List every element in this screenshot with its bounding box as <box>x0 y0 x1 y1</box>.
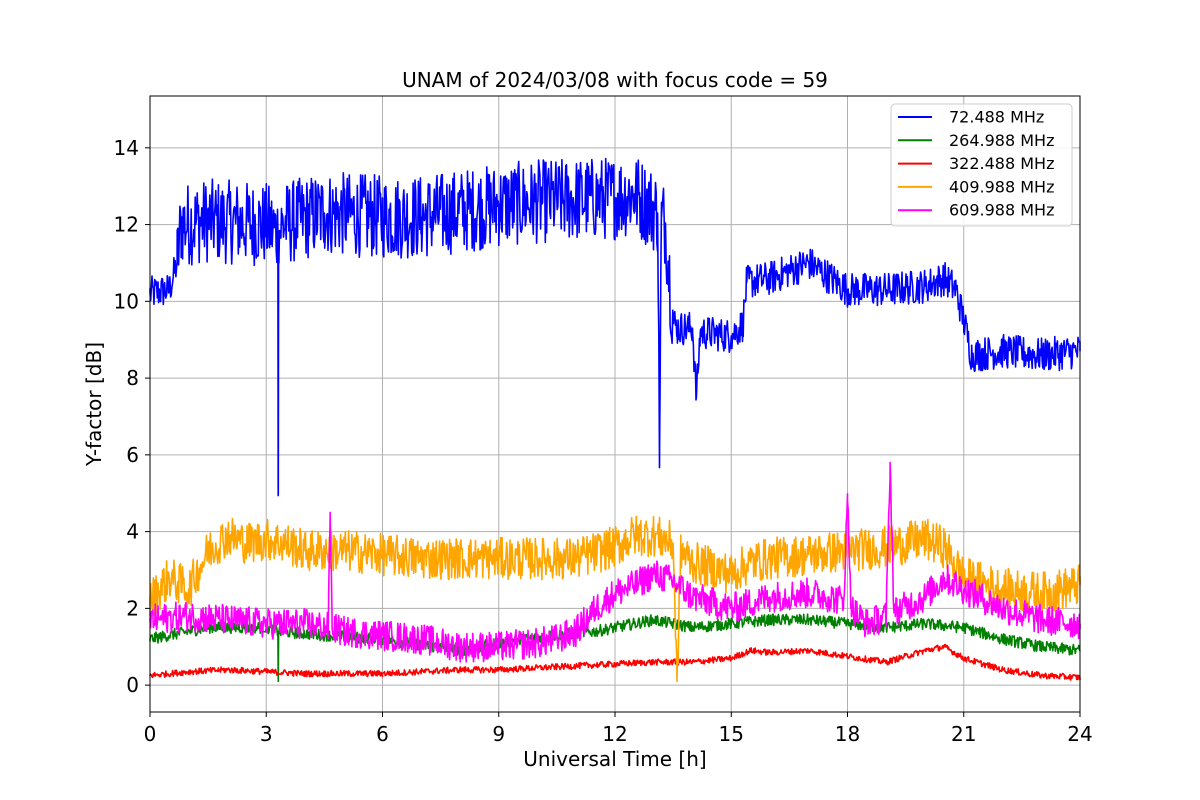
x-tick-label: 6 <box>376 722 389 746</box>
legend: 72.488 MHz 264.988 MHz 322.488 MHz 409.988 … <box>890 103 1073 227</box>
y-axis-label: Y-factor [dB] <box>82 342 106 467</box>
y-tick-label: 4 <box>126 520 139 544</box>
series-line-5 <box>149 461 1081 663</box>
series-lines <box>149 157 1081 683</box>
series-line-3 <box>149 643 1081 681</box>
series-line-1 <box>149 157 1081 497</box>
x-tick-label: 0 <box>144 722 157 746</box>
legend-label: 72.488 MHz <box>949 108 1044 127</box>
x-tick-label: 21 <box>951 722 976 746</box>
chart-title: UNAM of 2024/03/08 with focus code = 59 <box>402 68 828 92</box>
y-tick-label: 12 <box>114 213 139 237</box>
legend-label: 609.988 MHz <box>949 201 1054 220</box>
x-axis-label: Universal Time [h] <box>523 747 706 771</box>
x-tick-label: 24 <box>1067 722 1092 746</box>
series-line-2 <box>149 613 1081 683</box>
series-line-4 <box>149 515 1081 683</box>
legend-label: 264.988 MHz <box>949 131 1054 150</box>
x-tick-label: 18 <box>835 722 860 746</box>
legend-label: 409.988 MHz <box>949 177 1054 196</box>
y-tick-label: 6 <box>126 443 139 467</box>
legend-frame <box>890 103 1073 227</box>
legend-entries: 72.488 MHz 264.988 MHz 322.488 MHz 409.988 … <box>898 108 1054 220</box>
legend-label: 322.488 MHz <box>949 154 1054 173</box>
y-tick-label: 14 <box>114 136 139 160</box>
y-tick-label: 0 <box>126 673 139 697</box>
x-axis-ticks: 0 3 6 9 12 15 18 21 24 <box>144 712 1093 746</box>
x-tick-label: 3 <box>260 722 273 746</box>
x-tick-label: 9 <box>492 722 505 746</box>
y-axis-ticks: 0 2 4 6 8 10 12 14 <box>114 136 150 697</box>
y-tick-label: 8 <box>126 366 139 390</box>
y-tick-label: 10 <box>114 289 139 313</box>
x-tick-label: 15 <box>719 722 744 746</box>
y-tick-label: 2 <box>126 596 139 620</box>
x-tick-label: 12 <box>602 722 627 746</box>
